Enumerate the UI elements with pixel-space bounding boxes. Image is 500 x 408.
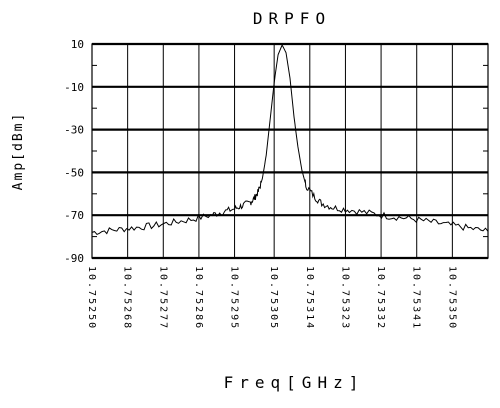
x-tick-label: 10.75305 — [268, 266, 279, 330]
x-tick-label: 10.75268 — [122, 266, 133, 330]
y-axis-ticks: 10 -10 -30 -50 -70 -90 — [64, 38, 84, 265]
y-tick-label: -10 — [64, 81, 84, 94]
y-tick-label: -30 — [64, 124, 84, 137]
x-tick-label: 10.75250 — [86, 266, 97, 330]
x-tick-label: 10.75314 — [304, 266, 315, 330]
y-tick-label: -50 — [64, 166, 84, 179]
plot-frame — [91, 43, 489, 259]
y-tick-label: -70 — [64, 209, 84, 222]
y-axis-label: Amp[dBm] — [11, 112, 26, 191]
chart-title: DRPFO — [253, 9, 331, 28]
x-tick-label: 10.75277 — [157, 266, 168, 330]
x-tick-label: 10.75295 — [229, 266, 240, 330]
x-tick-label: 10.75323 — [339, 266, 350, 330]
y-tick-label: -90 — [64, 252, 84, 265]
x-tick-label: 10.75332 — [375, 266, 386, 330]
x-tick-label: 10.75341 — [411, 266, 422, 330]
y-tick-label: 10 — [71, 38, 84, 51]
series-layer — [91, 43, 489, 236]
series-line — [91, 43, 489, 236]
grid — [91, 42, 488, 260]
x-tick-label: 10.75350 — [446, 266, 457, 330]
x-tick-label: 10.75286 — [193, 266, 204, 330]
x-axis-label: Freq[GHz] — [224, 373, 365, 392]
x-axis-ticks: 10.75250 10.75268 10.75277 10.75286 10.75295… — [86, 266, 457, 330]
